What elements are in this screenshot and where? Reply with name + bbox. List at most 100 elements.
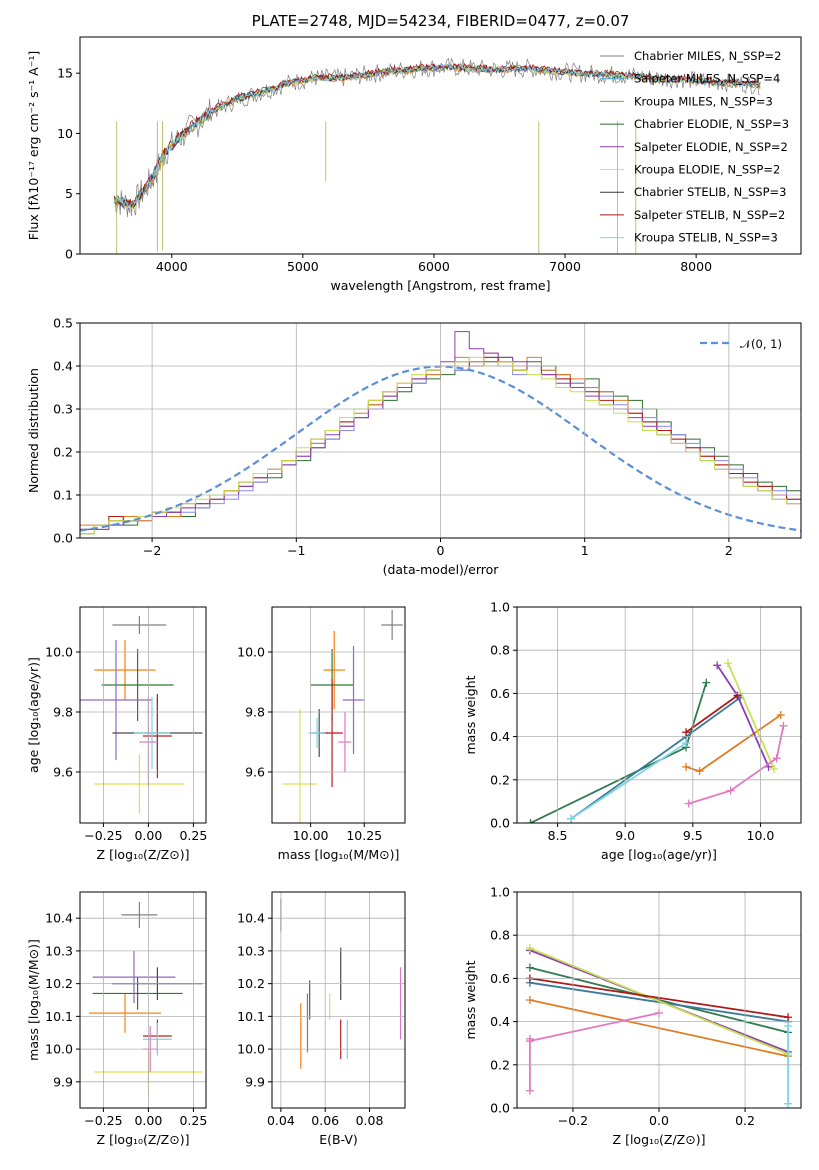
legend-entry: Kroupa ELODIE, N_SSP=2 <box>634 163 780 177</box>
y-tick-label: 0.8 <box>490 928 510 943</box>
axes-frame <box>516 606 802 824</box>
y-tick-label: 0.6 <box>490 971 510 986</box>
mass-weight-marker <box>726 786 735 795</box>
x-tick-label: 0.25 <box>179 1113 207 1128</box>
y-tick-label: 1.0 <box>490 600 510 615</box>
x-tick-label: 9.5 <box>683 828 703 843</box>
y-axis-label: Normed distribution <box>26 368 41 493</box>
y-tick-label: 0 <box>65 247 73 262</box>
x-tick-label: 6000 <box>418 259 450 274</box>
mass-weight-marker <box>695 767 704 776</box>
y-tick-label: 9.6 <box>245 765 265 780</box>
chart-spectrum: 4000 5000 6000 7000 8000 0 5 10 15 wavelength [An… <box>26 12 802 293</box>
legend-entry: Chabrier ELODIE, N_SSP=3 <box>634 117 789 131</box>
chart-mass-vs-EBV: 0.04 0.06 0.08 9.9 10.0 10.1 10.2 10.3 10.4 E(B-V… <box>237 891 406 1147</box>
mass-weight-marker <box>779 721 788 730</box>
mass-weight-marker <box>784 1021 793 1030</box>
x-tick-label: −0.25 <box>84 828 122 843</box>
chart-residuals: −2 −1 0 1 2 0.0 0.1 0.2 0.3 0.4 0.5 (data-model)/er… <box>26 316 802 577</box>
legend-entry: Chabrier MILES, N_SSP=2 <box>634 49 781 63</box>
mass-weight-marker <box>684 799 693 808</box>
y-tick-label: 0.0 <box>490 1101 510 1116</box>
chart-age-vs-Z: −0.25 0.00 0.25 9.6 9.8 10.0 Z [log₁₀(Z/Z⊙)] ag… <box>26 606 207 862</box>
mass-weight-marker <box>526 819 535 823</box>
x-axis-label: mass [log₁₀(M/M⊙)] <box>278 847 400 862</box>
x-axis-label: Z [log₁₀(Z/Z⊙)] <box>613 1132 706 1147</box>
mass-weight-marker <box>682 762 691 771</box>
chart-mass-vs-Z: −0.25 0.00 0.25 9.9 10.0 10.1 10.2 10.3 10.4 Z [l… <box>26 891 207 1147</box>
y-axis-label: mass weight <box>463 960 478 1039</box>
mass-weight-marker <box>702 678 711 687</box>
x-tick-label: 0.2 <box>735 1113 755 1128</box>
y-tick-label: 15 <box>57 66 73 81</box>
x-tick-label: 8000 <box>680 259 712 274</box>
y-axis-label: age [log₁₀(age/yr)] <box>26 657 41 773</box>
plot-area-mass-vs-Z <box>89 901 203 1095</box>
mass-weight-marker <box>776 711 785 719</box>
x-tick-label: −2 <box>143 543 161 558</box>
y-tick-label: 0.2 <box>490 772 510 787</box>
x-axis-label: (data-model)/error <box>383 562 500 577</box>
chart-weight-vs-Z: −0.2 0.0 0.2 0.0 0.2 0.4 0.6 0.8 1.0 Z [log₁₀(Z/Z… <box>463 885 802 1147</box>
chart-age-vs-mass: 10.00 10.25 9.6 9.8 10.0 mass [log₁₀(M/M⊙)] <box>237 606 406 862</box>
axes-frame <box>79 322 802 539</box>
x-axis-label: wavelength [Angstrom, rest frame] <box>330 278 550 293</box>
mass-weight-marker <box>733 691 742 700</box>
y-axis-label: mass [log₁₀(M/M⊙)] <box>26 939 41 1061</box>
y-tick-label: 10.0 <box>237 645 265 660</box>
legend-entry: Kroupa STELIB, N_SSP=3 <box>634 231 778 245</box>
y-tick-label: 10.4 <box>45 911 73 926</box>
plot-area-age-vs-mass <box>282 610 403 823</box>
mass-weight-marker <box>682 728 691 737</box>
y-tick-label: 10.0 <box>45 645 73 660</box>
y-tick-label: 9.6 <box>53 765 73 780</box>
x-tick-label: 7000 <box>549 259 581 274</box>
plot-area-mass-vs-EBV <box>280 898 402 1069</box>
mass-weight-marker <box>784 1013 793 1022</box>
mass-weight-marker <box>567 814 576 823</box>
x-tick-label: 0 <box>437 543 445 558</box>
mass-weight-marker <box>772 754 781 763</box>
mass-weight-marker <box>723 659 732 668</box>
mass-weight-marker <box>525 963 534 972</box>
mass-weight-marker <box>713 661 722 670</box>
y-tick-label: 0.4 <box>53 359 73 374</box>
x-axis-label: Z [log₁₀(Z/Z⊙)] <box>97 847 190 862</box>
legend-entry: Salpeter MILES, N_SSP=4 <box>634 72 780 86</box>
y-tick-label: 0.8 <box>490 643 510 658</box>
y-tick-label: 10.3 <box>237 943 265 958</box>
mass-weight-marker <box>784 1099 793 1108</box>
x-tick-label: 0.00 <box>134 1113 162 1128</box>
legend: Chabrier MILES, N_SSP=2 Salpeter MILES, N… <box>600 49 789 245</box>
x-tick-label: 8.5 <box>548 828 568 843</box>
chart-title: PLATE=2748, MJD=54234, FIBERID=0477, z=0… <box>252 12 630 30</box>
y-tick-label: 0.1 <box>53 488 73 503</box>
mass-weight-marker <box>769 765 778 773</box>
mass-weight-line <box>570 696 741 820</box>
y-tick-label: 10.4 <box>237 911 265 926</box>
spectrum-series-line <box>113 63 761 208</box>
plot-area-age-vs-Z <box>80 616 203 814</box>
plot-area-weight-vs-age <box>526 659 788 823</box>
y-tick-label: 0.2 <box>53 445 73 460</box>
x-axis-label: age [log₁₀(age/yr)] <box>601 847 717 862</box>
x-tick-label: 0.08 <box>356 1113 384 1128</box>
y-tick-label: 9.9 <box>245 1074 265 1089</box>
y-tick-label: 10.3 <box>45 943 73 958</box>
x-tick-label: 2 <box>725 543 733 558</box>
axes-frame <box>516 891 802 1109</box>
x-tick-label: −1 <box>287 543 305 558</box>
y-tick-label: 10 <box>57 126 73 141</box>
mass-weight-line <box>530 682 708 823</box>
legend-entry: 𝒩(0, 1) <box>740 337 782 351</box>
chart-weight-vs-age: 8.5 9.0 9.5 10.0 0.0 0.2 0.4 0.6 0.8 1.0 age [log₁… <box>463 600 802 862</box>
axes-frame <box>79 891 207 1109</box>
mass-weight-line <box>529 1012 660 1042</box>
x-tick-label: 0.25 <box>179 828 207 843</box>
axes-frame <box>271 606 406 824</box>
mass-weight-line <box>688 725 785 805</box>
mass-weight-line <box>685 694 738 734</box>
x-tick-label: −0.2 <box>558 1113 588 1128</box>
x-tick-label: 5000 <box>287 259 319 274</box>
y-tick-label: 1.0 <box>490 885 510 900</box>
